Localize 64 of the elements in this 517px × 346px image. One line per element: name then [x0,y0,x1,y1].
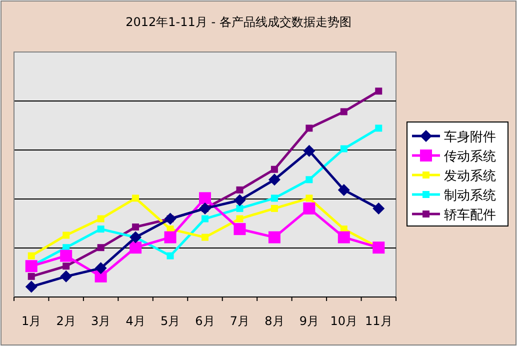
legend-label: 发动系统 [444,169,496,184]
point [62,262,70,270]
x-tick-label: 7月 [230,314,250,328]
point [28,272,35,280]
x-tick-label: 11月 [364,314,392,328]
x-tick-label: 8月 [264,314,284,328]
point [338,184,350,196]
point [28,252,35,260]
legend-label: 轿车配件 [444,208,496,223]
point [340,145,348,152]
point [132,224,140,230]
x-tick-label: 2月 [56,314,76,328]
point [303,202,316,214]
point [60,250,72,262]
point [130,242,142,254]
x-tick-label: 1月 [22,314,42,328]
point [372,242,385,254]
point [199,202,211,214]
point [338,231,350,244]
point [372,202,385,214]
point [199,192,211,204]
point [166,252,174,260]
point [94,262,107,274]
point [202,215,208,222]
point [268,231,280,244]
point [25,280,38,293]
x-tick-label: 9月 [299,314,319,328]
point [270,194,278,202]
point [97,244,104,252]
point [164,231,176,244]
x-tick-label: 5月 [160,314,180,328]
point [303,144,316,157]
x-tick-label: 6月 [195,314,215,328]
point [375,124,382,132]
chart-title: 2012年1-11月 - 各产品线成交数据走势图 [126,15,352,29]
x-tick-label: 4月 [126,314,146,328]
point [97,226,104,233]
point [234,223,246,236]
legend-label: 传动系统 [444,150,496,164]
point [306,176,313,184]
point [164,212,176,225]
x-tick-label: 3月 [91,314,111,328]
point [306,194,313,202]
x-tick-label: 10月 [330,314,358,328]
legend-label: 制动系统 [444,188,496,204]
point [234,194,246,206]
point [236,204,244,212]
point [25,260,38,272]
point [340,108,348,116]
point [236,186,244,194]
point [62,232,70,239]
point [268,174,280,186]
point [236,215,244,222]
point [375,88,382,95]
point [306,124,313,132]
point [60,270,72,282]
point [270,166,278,173]
point [130,231,142,244]
point [97,215,104,222]
point [202,234,208,241]
point [94,270,107,282]
legend-label: 车身附件 [444,130,496,145]
point [270,204,278,212]
point [132,194,140,202]
